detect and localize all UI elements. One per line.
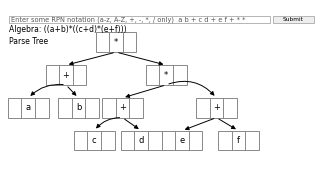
Text: *: * bbox=[164, 71, 168, 80]
Bar bbox=[58, 98, 99, 118]
Text: Enter some RPN notation (a-z, A-Z, +, -, *, / only)  a b + c d + e f + * *: Enter some RPN notation (a-z, A-Z, +, -,… bbox=[11, 16, 245, 23]
Text: a: a bbox=[26, 103, 31, 112]
Bar bbox=[218, 131, 259, 150]
Bar bbox=[102, 98, 143, 118]
Text: +: + bbox=[62, 71, 69, 80]
Bar bbox=[96, 32, 137, 52]
Text: b: b bbox=[76, 103, 81, 112]
Text: Algebra: ((a+b)*((c+d)*(e+f))): Algebra: ((a+b)*((c+d)*(e+f))) bbox=[10, 25, 127, 34]
Text: d: d bbox=[139, 136, 144, 145]
Bar bbox=[74, 131, 115, 150]
Bar bbox=[8, 98, 49, 118]
Text: +: + bbox=[213, 103, 220, 112]
Bar bbox=[196, 98, 237, 118]
Text: c: c bbox=[92, 136, 96, 145]
Bar bbox=[10, 16, 270, 23]
Text: Submit: Submit bbox=[283, 17, 304, 22]
Text: Parse Tree: Parse Tree bbox=[10, 37, 49, 46]
Bar bbox=[121, 131, 162, 150]
Text: e: e bbox=[179, 136, 185, 145]
Bar bbox=[45, 65, 86, 85]
Text: f: f bbox=[237, 136, 240, 145]
Text: +: + bbox=[119, 103, 126, 112]
Bar bbox=[146, 65, 187, 85]
Bar bbox=[162, 131, 202, 150]
Bar bbox=[273, 16, 314, 23]
Text: *: * bbox=[114, 38, 118, 47]
